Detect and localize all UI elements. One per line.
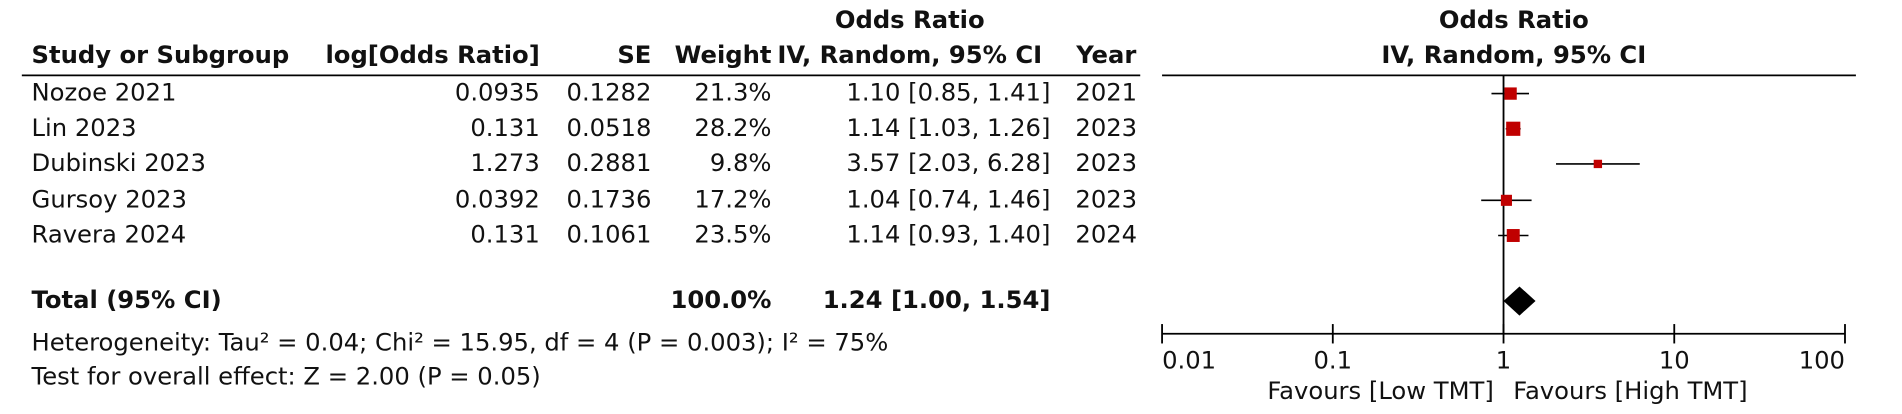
- se: 0.1282: [567, 78, 652, 107]
- year: 2023: [1075, 113, 1137, 142]
- se: 0.1061: [567, 220, 652, 249]
- weight: 28.2%: [694, 113, 771, 142]
- log-or: 0.131: [470, 220, 539, 249]
- se: 0.2881: [567, 148, 652, 177]
- se: 0.0518: [567, 113, 652, 142]
- year: 2024: [1075, 220, 1137, 249]
- study-name: Gursoy 2023: [32, 184, 187, 213]
- header: Study or Subgroup: [32, 40, 290, 69]
- log-or: 1.273: [470, 148, 539, 177]
- se: 0.1736: [567, 184, 652, 213]
- x-label-right: Favours [High TMT]: [1513, 376, 1747, 405]
- x-tick-label: 1: [1496, 346, 1511, 375]
- overall-effect: Test for overall effect: Z = 2.00 (P = 0…: [31, 361, 541, 390]
- odds-ratio: 1.14 [0.93, 1.40]: [846, 220, 1050, 249]
- x-tick-label: 10: [1659, 346, 1690, 375]
- odds-ratio: 3.57 [2.03, 6.28]: [846, 148, 1050, 177]
- year: 2021: [1075, 78, 1137, 107]
- study-name: Nozoe 2021: [32, 78, 177, 107]
- header: Year: [1075, 40, 1136, 69]
- weight: 17.2%: [694, 184, 771, 213]
- weight: 21.3%: [694, 78, 771, 107]
- study-marker: [1506, 229, 1520, 242]
- study-name: Lin 2023: [32, 113, 137, 142]
- total-label: Total (95% CI): [32, 285, 222, 314]
- log-or: 0.0935: [455, 78, 540, 107]
- header: log[Odds Ratio]: [325, 40, 539, 69]
- study-marker: [1593, 159, 1603, 169]
- total-weight: 100.0%: [670, 285, 771, 314]
- total-or: 1.24 [1.00, 1.54]: [823, 285, 1051, 314]
- x-label-left: Favours [Low TMT]: [1267, 376, 1493, 405]
- study-name: Dubinski 2023: [32, 148, 206, 177]
- header: IV, Random, 95% CI: [777, 40, 1042, 69]
- header: SE: [617, 40, 651, 69]
- x-tick-label: 100: [1799, 346, 1845, 375]
- odds-ratio: 1.04 [0.74, 1.46]: [846, 184, 1050, 213]
- header: Weight: [675, 40, 772, 69]
- log-or: 0.131: [470, 113, 539, 142]
- study-marker: [1506, 121, 1521, 136]
- log-or: 0.0392: [455, 184, 540, 213]
- odds-ratio: 1.14 [1.03, 1.26]: [846, 113, 1050, 142]
- year: 2023: [1075, 184, 1137, 213]
- header: Odds Ratio: [835, 5, 985, 34]
- study-name: Ravera 2024: [32, 220, 187, 249]
- x-tick-label: 0.1: [1314, 346, 1353, 375]
- x-tick-label: 0.01: [1162, 346, 1216, 375]
- odds-ratio: 1.10 [0.85, 1.41]: [846, 78, 1050, 107]
- study-marker: [1504, 87, 1517, 100]
- heterogeneity: Heterogeneity: Tau² = 0.04; Chi² = 15.95…: [32, 327, 889, 356]
- weight: 23.5%: [694, 220, 771, 249]
- weight: 9.8%: [710, 148, 772, 177]
- header: IV, Random, 95% CI: [1381, 40, 1646, 69]
- header: Odds Ratio: [1439, 5, 1589, 34]
- study-marker: [1500, 194, 1512, 206]
- total-diamond: [1503, 286, 1536, 316]
- year: 2023: [1075, 148, 1137, 177]
